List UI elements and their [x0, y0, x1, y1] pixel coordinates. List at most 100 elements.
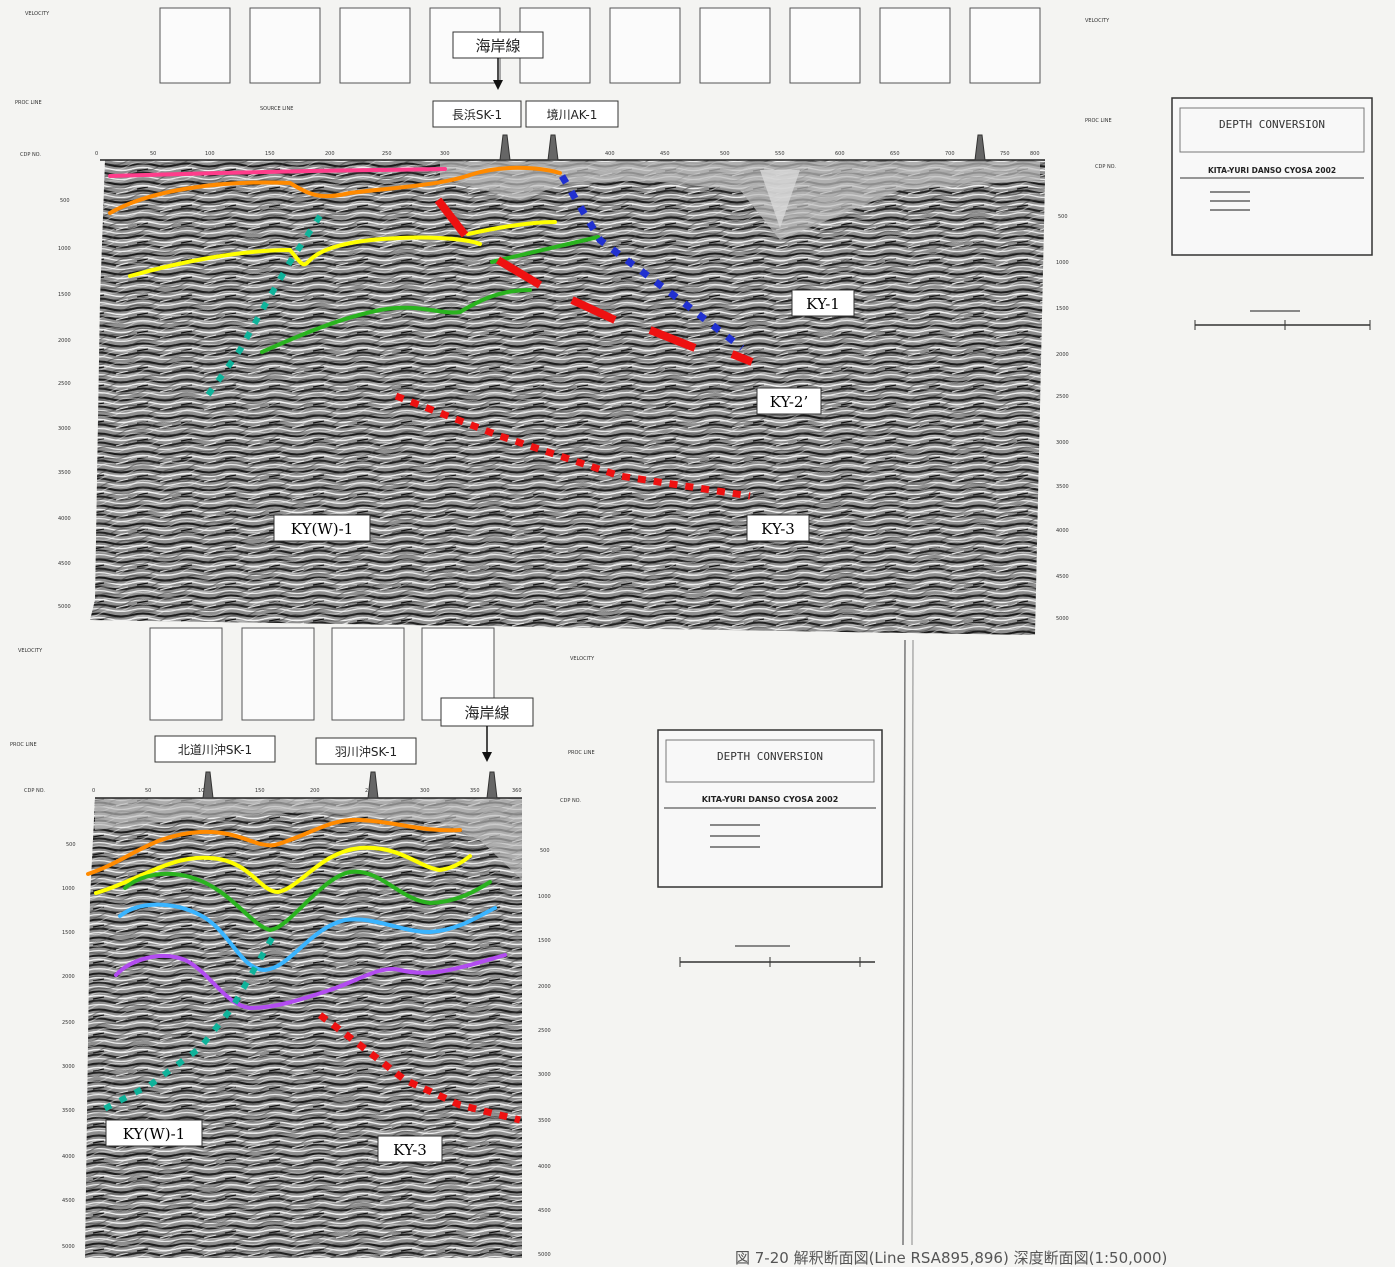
svg-text:5000: 5000 — [1056, 616, 1069, 622]
page-divider — [902, 639, 906, 1246]
svg-text:3500: 3500 — [1056, 484, 1069, 490]
svg-text:海岸線: 海岸線 — [464, 704, 509, 722]
bottom-well-marker-3 — [486, 771, 498, 799]
top-label-ky3: KY-3 — [746, 514, 810, 542]
top-coastline-box: 海岸線 — [452, 31, 544, 90]
svg-text:800: 800 — [1030, 151, 1040, 157]
svg-text:650: 650 — [890, 151, 900, 157]
svg-text:PROC LINE: PROC LINE — [15, 100, 42, 106]
svg-text:1500: 1500 — [538, 938, 551, 944]
svg-text:5000: 5000 — [58, 604, 71, 610]
fault-ky3-bottom — [317, 1012, 521, 1124]
svg-text:50: 50 — [150, 151, 156, 157]
top-well-marker-3 — [974, 134, 986, 161]
fault-ky2-top — [434, 197, 754, 366]
svg-text:4500: 4500 — [538, 1208, 551, 1214]
svg-text:SOURCE LINE: SOURCE LINE — [260, 106, 293, 112]
svg-text:CDP NO.: CDP NO. — [24, 788, 45, 794]
svg-text:4000: 4000 — [58, 516, 71, 522]
top-horizon-green-lower — [260, 288, 532, 354]
svg-text:VELOCITY: VELOCITY — [25, 11, 50, 17]
bottom-horizon-purple — [114, 953, 507, 1011]
svg-text:500: 500 — [66, 842, 76, 848]
svg-text:150: 150 — [265, 151, 275, 157]
svg-text:KY-3: KY-3 — [761, 520, 795, 538]
svg-text:PROC LINE: PROC LINE — [1085, 118, 1112, 124]
figure-caption: 図 7-20 解釈断面図(Line RSA895,896) 深度断面図(1:50… — [735, 1249, 1167, 1267]
top-scale-bar — [1194, 310, 1371, 330]
bottom-seismic-section: VELOCITY VELOCITY PROC LINE PROC LINE CD… — [10, 627, 883, 1258]
bottom-label-ky3: KY-3 — [377, 1135, 443, 1163]
top-horizon-yellow-right — [466, 220, 557, 236]
svg-text:3500: 3500 — [538, 1118, 551, 1124]
top-depth-axis: 500 1000 1500 2000 2500 3000 3500 4000 4500 50… — [58, 198, 1069, 622]
svg-text:750: 750 — [1000, 151, 1010, 157]
svg-text:KITA-YURI DANSO CYOSA 2002: KITA-YURI DANSO CYOSA 2002 — [1208, 166, 1336, 175]
top-coastline-label: 海岸線 — [475, 37, 520, 55]
svg-text:5000: 5000 — [538, 1252, 551, 1258]
top-well-marker-1 — [499, 134, 511, 161]
svg-text:PROC LINE: PROC LINE — [10, 742, 37, 748]
top-well-marker-2 — [547, 134, 559, 161]
fault-kyw1-top — [205, 214, 323, 397]
svg-text:CDP NO.: CDP NO. — [20, 152, 41, 158]
svg-text:450: 450 — [660, 151, 670, 157]
svg-text:3500: 3500 — [58, 470, 71, 476]
svg-text:100: 100 — [205, 151, 215, 157]
svg-text:2000: 2000 — [1056, 352, 1069, 358]
svg-text:1000: 1000 — [1056, 260, 1069, 266]
bottom-horizons — [86, 817, 507, 1011]
svg-text:KY(W)-1: KY(W)-1 — [123, 1125, 185, 1143]
top-faults — [205, 174, 754, 500]
svg-text:4000: 4000 — [538, 1164, 551, 1170]
fault-kyw1-bottom — [100, 936, 275, 1113]
svg-text:2500: 2500 — [1056, 394, 1069, 400]
svg-text:300: 300 — [440, 151, 450, 157]
svg-text:1000: 1000 — [62, 886, 75, 892]
bottom-depth-conversion-box: DEPTH CONVERSION KITA-YURI DANSO CYOSA 2… — [657, 729, 883, 888]
top-seismic-section: VELOCITY VELOCITY PROC LINE SOURCE LINE … — [15, 7, 1373, 635]
svg-text:200: 200 — [310, 788, 320, 794]
svg-text:PROC LINE: PROC LINE — [568, 750, 595, 756]
svg-text:羽川沖SK-1: 羽川沖SK-1 — [335, 745, 397, 759]
svg-text:DEPTH CONVERSION: DEPTH CONVERSION — [717, 750, 823, 763]
svg-text:3000: 3000 — [58, 426, 71, 432]
svg-text:500: 500 — [540, 848, 550, 854]
svg-text:500: 500 — [720, 151, 730, 157]
svg-text:1500: 1500 — [1056, 306, 1069, 312]
bottom-well-marker-1 — [202, 771, 214, 799]
svg-text:4000: 4000 — [1056, 528, 1069, 534]
top-well-1-label: 長浜SK-1 — [452, 108, 502, 122]
bottom-label-kyw1: KY(W)-1 — [105, 1119, 203, 1147]
top-well-2-label: 境川AK-1 — [547, 107, 598, 122]
top-horizon-orange — [108, 165, 562, 215]
bottom-horizon-orange — [86, 817, 462, 876]
fault-ky3-top — [394, 392, 751, 500]
bottom-faults — [100, 936, 521, 1124]
bottom-horizon-green — [123, 869, 492, 933]
top-well-box-2: 境川AK-1 — [525, 100, 619, 128]
svg-text:2000: 2000 — [58, 338, 71, 344]
svg-text:DEPTH CONVERSION: DEPTH CONVERSION — [1219, 118, 1325, 131]
svg-text:100: 100 — [198, 788, 208, 794]
svg-text:4000: 4000 — [62, 1154, 75, 1160]
svg-text:50: 50 — [145, 788, 151, 794]
svg-text:3000: 3000 — [538, 1072, 551, 1078]
top-velocity-boxes — [159, 7, 1041, 84]
svg-text:4500: 4500 — [58, 561, 71, 567]
svg-text:KY-3: KY-3 — [393, 1141, 427, 1159]
bottom-horizon-lightblue — [118, 902, 497, 973]
svg-text:500: 500 — [60, 198, 70, 204]
svg-text:1000: 1000 — [58, 246, 71, 252]
svg-text:4500: 4500 — [62, 1198, 75, 1204]
svg-text:150: 150 — [255, 788, 265, 794]
svg-text:700: 700 — [945, 151, 955, 157]
svg-text:VELOCITY: VELOCITY — [570, 656, 595, 662]
top-horizon-pink — [108, 167, 447, 178]
svg-text:VELOCITY: VELOCITY — [1085, 18, 1110, 24]
svg-text:CDP NO.: CDP NO. — [1095, 164, 1116, 170]
svg-text:3000: 3000 — [1056, 440, 1069, 446]
bottom-well-marker-2 — [367, 771, 379, 799]
